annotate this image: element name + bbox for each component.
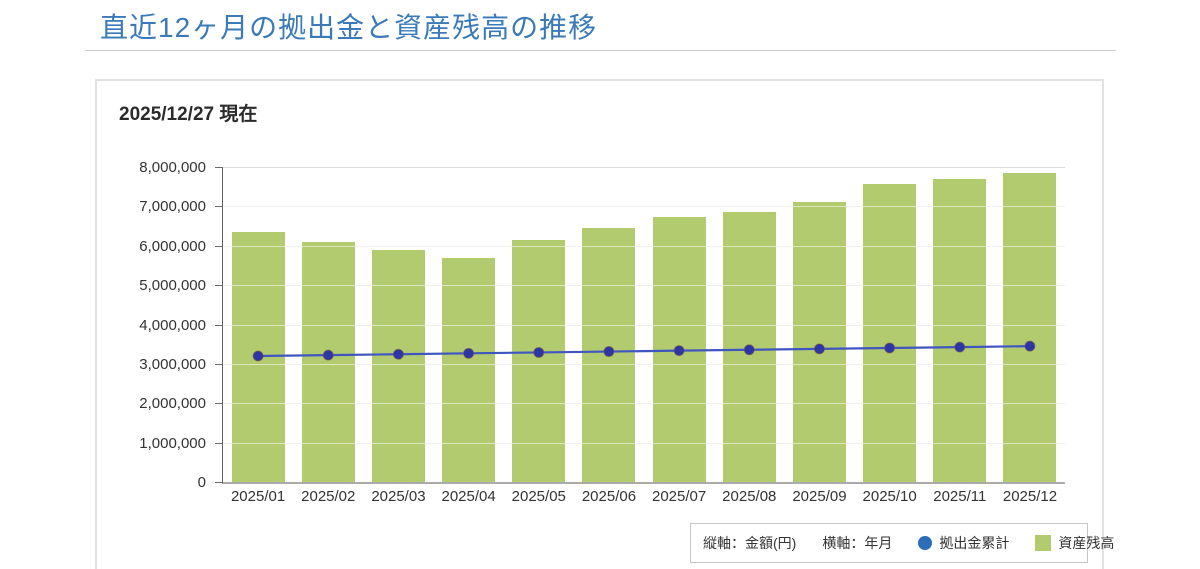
- contributions-dot-icon: [918, 536, 933, 550]
- y-tick-mark: [215, 403, 223, 405]
- asset-balance-bar: [1003, 172, 1057, 482]
- gridline-overlay: [223, 285, 1065, 287]
- line-point: [463, 347, 475, 359]
- asset-balance-bar: [512, 239, 566, 482]
- line-point: [813, 343, 825, 355]
- gridline: [223, 167, 1065, 168]
- legend-y-axis-note: 縦軸：金額(円): [703, 535, 797, 551]
- line-point: [603, 346, 615, 358]
- gridline-overlay: [223, 442, 1065, 444]
- x-tick-label: 2025/04: [441, 488, 496, 505]
- as-of-date: 2025/12/27 現在: [119, 104, 258, 125]
- x-tick-label: 2025/11: [933, 488, 987, 505]
- gridline-overlay: [223, 363, 1065, 365]
- y-tick-label: 0: [197, 474, 206, 491]
- x-tick-label: 2025/12: [1002, 488, 1058, 505]
- line-point: [322, 349, 334, 361]
- y-tick-mark: [215, 324, 223, 326]
- gridline-overlay: [223, 403, 1065, 405]
- y-tick-mark: [215, 482, 223, 483]
- legend-x-axis-note: 横軸：年月: [822, 535, 893, 551]
- line-point: [673, 345, 685, 357]
- x-tick-label: 2025/02: [301, 488, 356, 505]
- y-tick-label: 7,000,000: [139, 198, 206, 216]
- legend-entry-label: 拠出金累計: [939, 535, 1010, 551]
- asset-balance-bar: [301, 241, 355, 482]
- gridline-overlay: [223, 324, 1065, 326]
- y-tick-label: 6,000,000: [139, 237, 206, 255]
- y-tick-label: 3,000,000: [139, 355, 206, 373]
- line-point: [252, 350, 264, 362]
- legend-entry-contributions: 拠出金累計: [918, 533, 1009, 553]
- y-tick-label: 4,000,000: [139, 316, 206, 334]
- x-tick-label: 2025/07: [652, 488, 707, 505]
- gridline-overlay: [223, 245, 1065, 247]
- chart-legend: 縦軸：金額(円) 横軸：年月 拠出金累計 資産残高: [690, 523, 1114, 563]
- asset-balance-bar: [442, 257, 496, 482]
- y-tick-mark: [215, 245, 223, 247]
- balance-swatch-icon: [1035, 535, 1052, 551]
- asset-balance-bar: [933, 178, 987, 482]
- y-tick-label: 1,000,000: [139, 434, 206, 452]
- y-tick-mark: [215, 363, 223, 365]
- y-tick-mark: [215, 206, 223, 208]
- legend-entry-balance: 資産残高: [1035, 533, 1114, 553]
- y-tick-label: 5,000,000: [139, 277, 206, 295]
- line-point: [884, 342, 896, 354]
- x-tick-label: 2025/06: [581, 488, 637, 505]
- asset-balance-bar: [863, 183, 917, 482]
- page-title: 直近12ヶ月の拠出金と資産残高の推移: [100, 12, 598, 43]
- y-tick-mark: [215, 442, 223, 444]
- x-tick-label: 2025/05: [511, 488, 566, 505]
- line-point: [533, 346, 545, 358]
- gridline-overlay: [223, 206, 1065, 208]
- x-tick-label: 2025/01: [230, 488, 286, 505]
- x-tick-label: 2025/08: [722, 488, 777, 505]
- contributions-line: [252, 340, 1036, 362]
- y-axis-labels: 0 1,000,000 2,000,000 3,000,000 4,000,000 5,0…: [97, 159, 214, 491]
- line-point: [392, 348, 404, 360]
- y-tick-label: 8,000,000: [139, 159, 206, 176]
- y-tick-label: 2,000,000: [139, 395, 206, 413]
- x-tick-label: 2025/09: [792, 488, 847, 505]
- legend-entry-label: 資産残高: [1058, 535, 1115, 551]
- y-tick-mark: [215, 167, 223, 168]
- x-axis-labels: 2025/01 2025/02 2025/03 2025/04 2025/05 2025/…: [223, 488, 1065, 508]
- chart-panel: 2025/12/27 現在 0 1,000,000 2,000,000 3,000,0…: [95, 79, 1114, 569]
- x-tick-label: 2025/10: [862, 488, 917, 505]
- line-point: [954, 341, 966, 353]
- title-divider: [85, 50, 1116, 51]
- line-point: [743, 344, 755, 356]
- x-tick-label: 2025/03: [371, 488, 426, 505]
- y-tick-mark: [215, 285, 223, 287]
- asset-balance-bar: [792, 202, 846, 482]
- line-point: [1024, 340, 1036, 352]
- plot-area: [215, 167, 1065, 484]
